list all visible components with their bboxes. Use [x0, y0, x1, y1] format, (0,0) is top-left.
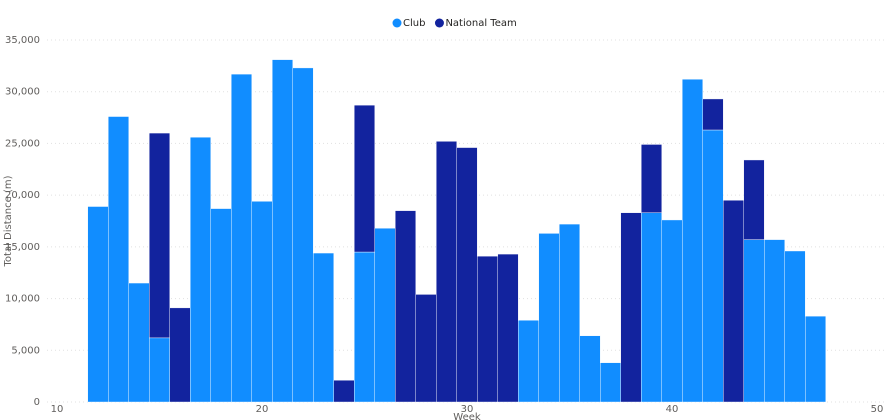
bar — [641, 212, 662, 403]
bar — [743, 239, 765, 403]
y-tick-label: 10,000 — [5, 294, 40, 305]
bar — [723, 200, 744, 403]
x-tick-label: 50 — [871, 404, 884, 415]
bar — [661, 219, 683, 403]
x-tick-label: 10 — [51, 404, 64, 415]
bar — [149, 132, 170, 339]
bar — [600, 362, 621, 403]
legend-marker — [434, 18, 444, 28]
bar — [87, 206, 109, 403]
bar — [313, 252, 334, 403]
bar — [805, 315, 826, 403]
bar — [210, 208, 232, 403]
bar — [108, 116, 129, 403]
bar — [641, 144, 662, 213]
bar — [354, 104, 375, 253]
y-tick-label: 25,000 — [5, 138, 40, 149]
bar — [415, 294, 437, 403]
y-tick-label: 5,000 — [11, 345, 40, 356]
bar — [456, 147, 478, 403]
x-tick-label: 40 — [666, 404, 679, 415]
bar — [702, 129, 724, 403]
legend-label: Club — [403, 18, 425, 29]
bar — [764, 239, 785, 403]
bar — [682, 79, 703, 403]
legend-marker — [392, 18, 402, 28]
bar — [559, 223, 580, 403]
bar — [231, 73, 252, 403]
bar — [436, 141, 457, 403]
x-axis-title: Week — [453, 412, 481, 420]
x-tick-label: 20 — [256, 404, 269, 415]
bar — [743, 159, 765, 240]
bar — [620, 212, 642, 403]
y-tick-label: 35,000 — [5, 35, 40, 46]
bar — [251, 201, 273, 403]
y-tick-label: 20,000 — [5, 190, 40, 201]
y-axis-title: Total Distance (m) — [3, 175, 14, 267]
bar — [477, 255, 498, 403]
bar — [272, 59, 293, 403]
y-tick-label: 15,000 — [5, 242, 40, 253]
bar — [374, 228, 396, 403]
y-tick-label: 0 — [34, 397, 40, 408]
x-tick-label: 30 — [461, 404, 474, 415]
bar — [292, 67, 314, 403]
bar — [497, 253, 519, 403]
bar — [518, 320, 539, 403]
y-tick-label: 30,000 — [5, 87, 40, 98]
bar — [579, 335, 601, 403]
bar — [333, 380, 355, 403]
legend-label: National Team — [445, 18, 516, 29]
bar — [354, 251, 375, 403]
bar — [128, 282, 150, 403]
bar — [538, 233, 560, 403]
bar — [169, 307, 191, 403]
bar — [149, 337, 170, 403]
bar — [190, 137, 211, 403]
bar — [395, 210, 416, 403]
bar — [702, 98, 724, 131]
bar — [784, 250, 806, 403]
